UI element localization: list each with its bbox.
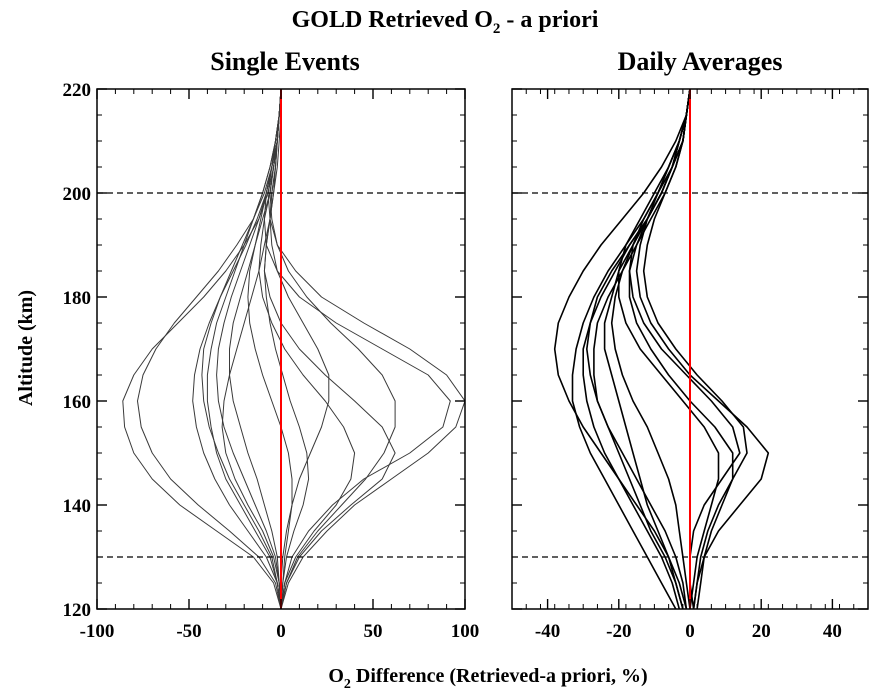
x-tick-label: -40 (535, 621, 560, 642)
profile-line (628, 89, 734, 609)
profile-line (137, 89, 282, 609)
panel-single-events: Single Events 120 140 160 180 200 220 -100 -50 0… (63, 47, 480, 642)
profile-line (263, 89, 451, 609)
panel-title-single-events: Single Events (210, 47, 360, 76)
profile-line (267, 89, 465, 609)
profile-line (269, 89, 396, 609)
profile-line (618, 89, 720, 609)
x-axis-label: O2 Difference (Retrieved-a priori, %) (328, 665, 647, 691)
profile-line (192, 89, 282, 609)
y-tick-label: 120 (63, 600, 92, 621)
y-tick-label: 180 (63, 288, 92, 309)
x-tick-label: 0 (685, 621, 695, 642)
profile-line (582, 89, 691, 609)
figure-title: GOLD Retrieved O2 - a priori (292, 7, 599, 37)
profiles-group (122, 89, 465, 609)
profile-line (263, 89, 396, 609)
x-tick-label: 50 (364, 621, 383, 642)
x-tick-label: -100 (80, 621, 115, 642)
profile-line (586, 89, 691, 609)
profile-line (642, 89, 748, 609)
profile-line (628, 89, 741, 609)
x-tick-label: 0 (276, 621, 286, 642)
x-tick-label: 100 (451, 621, 480, 642)
x-tick-label: -50 (176, 621, 201, 642)
profile-line (571, 89, 691, 609)
profile-line (201, 89, 282, 609)
panel-title-daily-averages: Daily Averages (618, 47, 783, 76)
y-axis-label: Altitude (km) (15, 290, 37, 406)
x-tick-label: 20 (752, 621, 771, 642)
x-tick-label: -20 (606, 621, 631, 642)
y-tick-label: 140 (63, 496, 92, 517)
y-tick-label: 160 (63, 392, 92, 413)
panel-daily-averages: Daily Averages -40 -20 0 20 40 (511, 47, 869, 642)
profile-line (635, 89, 770, 609)
y-tick-label: 200 (63, 184, 92, 205)
profile-line (122, 89, 282, 609)
profile-line (269, 89, 330, 609)
profile-line (221, 89, 282, 609)
profile-line (553, 89, 691, 609)
profiles-group (553, 89, 770, 609)
x-tick-label: 40 (823, 621, 842, 642)
y-tick-label: 220 (63, 80, 92, 101)
